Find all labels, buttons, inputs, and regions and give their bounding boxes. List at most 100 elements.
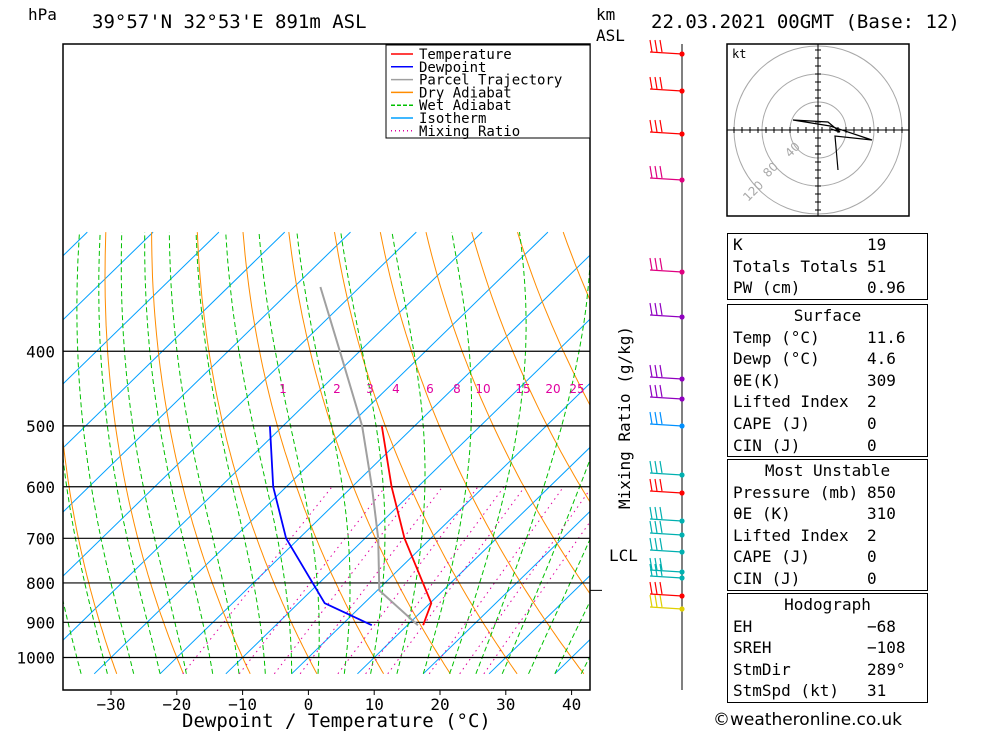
plot-frame [62, 43, 591, 691]
pressure-tick-label: 1000 [16, 649, 55, 668]
legend-label: Temperature [419, 47, 512, 63]
wind-barb-flag [654, 581, 658, 595]
profile-lines [269, 286, 433, 627]
wind-barb-flag [659, 257, 663, 271]
mixing-ratio-label: 3 [366, 382, 374, 396]
mixing-ratio-label: 8 [453, 382, 461, 396]
mu-row: θE (K) 310 [733, 504, 896, 524]
wind-barb-flag [659, 364, 663, 378]
mixing-ratio-line [337, 486, 479, 675]
wind-barb-shaft [649, 423, 683, 427]
wind-barb-flag [654, 594, 658, 608]
wind-barb-flag [654, 302, 658, 316]
wind-barb-flag [649, 39, 653, 53]
x-tick-label: 30 [496, 695, 515, 714]
mu-row: Lifted Index 2 [733, 525, 877, 545]
wind-barb-flag [649, 119, 653, 133]
wet-adiabat-line [144, 232, 214, 674]
wind-barb-flag [649, 594, 653, 608]
dry-adiabat-line [929, 232, 1000, 674]
wind-barb-flag [654, 557, 658, 571]
isotherm-line [357, 446, 590, 675]
wind-barb-flag [654, 506, 658, 520]
hodo-row: SREH −108 [733, 638, 906, 658]
dry-adiabat-line [471, 231, 590, 503]
wind-barb-flag [649, 384, 653, 398]
mixing-ratio-label: 15 [515, 382, 530, 396]
index-row: Totals Totals 51 [733, 256, 887, 276]
wet-adiabat-line [391, 232, 426, 674]
mixing-ratio-line [428, 486, 564, 675]
height-unit-label-2: ASL [596, 26, 625, 45]
temperature-line [380, 425, 433, 626]
dry-adiabat-line [242, 232, 385, 675]
isotherm-line [63, 231, 220, 385]
wind-barb-flag [654, 411, 658, 425]
wind-barb-shaft [649, 472, 683, 476]
wind-barb-flag [659, 384, 663, 398]
x-tick-label: 20 [430, 695, 449, 714]
wet-adiabat-line [195, 232, 266, 674]
isotherm-line [63, 231, 88, 257]
wind-barb-flag [659, 478, 663, 492]
mixing-ratio-label: 4 [392, 382, 400, 396]
isotherm-line [422, 510, 590, 675]
mu-row: CAPE (J) 0 [733, 547, 877, 567]
wind-barb-shaft [649, 575, 683, 579]
height-unit-label: km [596, 5, 615, 24]
isotherm-line [225, 318, 590, 675]
isotherm-line [63, 231, 351, 513]
location-title: 39°57'N 32°53'E 891m ASL [92, 11, 367, 33]
legend-label: Dry Adiabat [419, 85, 512, 101]
chart-grid [0, 231, 1000, 675]
legend-box [385, 44, 591, 139]
surface-row: Temp (°C) 11.6 [733, 327, 906, 347]
hodo-row: StmDir 289° [733, 659, 906, 679]
wet-adiabat-line [98, 232, 161, 674]
wind-barb-flag [654, 384, 658, 398]
wet-adiabat-line [296, 232, 351, 674]
wind-barb-flag [649, 165, 653, 179]
hodo-row: StmSpd (kt) 31 [733, 681, 887, 701]
datetime-title: 22.03.2021 00GMT (Base: 12) [651, 11, 960, 33]
isotherm-line [63, 231, 483, 641]
legend-label: Dewpoint [419, 60, 486, 76]
wind-barb-shaft [649, 88, 683, 92]
wet-adiabat-line [120, 232, 187, 674]
surface-table: Surface Temp (°C) 11.6 Dewp (°C) 4.6 θE(K)… [727, 304, 928, 458]
wind-barb-flag [659, 563, 663, 577]
surface-row: Dewp (°C) 4.6 [733, 349, 896, 369]
wind-barb-flag [649, 581, 653, 595]
x-axis-title: Dewpoint / Temperature (°C) [182, 710, 491, 732]
mixing-ratio-line [238, 486, 386, 675]
legend-label: Parcel Trajectory [419, 73, 562, 89]
index-row: K 19 [733, 235, 887, 254]
wet-adiabat-line [475, 252, 590, 674]
wind-barb-flag [659, 460, 663, 474]
wet-adiabat-line [63, 598, 82, 674]
wind-barb-flag [654, 257, 658, 271]
x-tick-label: −30 [97, 695, 126, 714]
hodograph-unit-label: kt [732, 47, 746, 61]
wet-adiabat-line [258, 232, 320, 674]
wind-barb-flag [659, 594, 663, 608]
wind-barb-flag [649, 257, 653, 271]
wind-barb-flag [649, 520, 653, 534]
wind-barb-flag [654, 520, 658, 534]
wet-adiabat-line [225, 232, 293, 674]
wind-barb-shaft [649, 549, 683, 553]
wind-barb-flag [654, 537, 658, 551]
wind-barb-shaft [649, 593, 683, 597]
wet-adiabat-line [0, 232, 29, 674]
mixing-ratio-line [299, 486, 443, 675]
hodograph-table: Hodograph EH −68 SREH −108 StmDir 289° StmS… [727, 593, 928, 703]
legend-label: Wet Adiabat [419, 98, 512, 114]
mixing-ratio-label: 6 [426, 382, 434, 396]
dry-adiabat-line [517, 231, 590, 407]
wet-adiabat-line [422, 232, 472, 674]
x-tick-label: −20 [162, 695, 191, 714]
wind-barb-flag [654, 165, 658, 179]
wet-adiabat-line [63, 454, 108, 674]
